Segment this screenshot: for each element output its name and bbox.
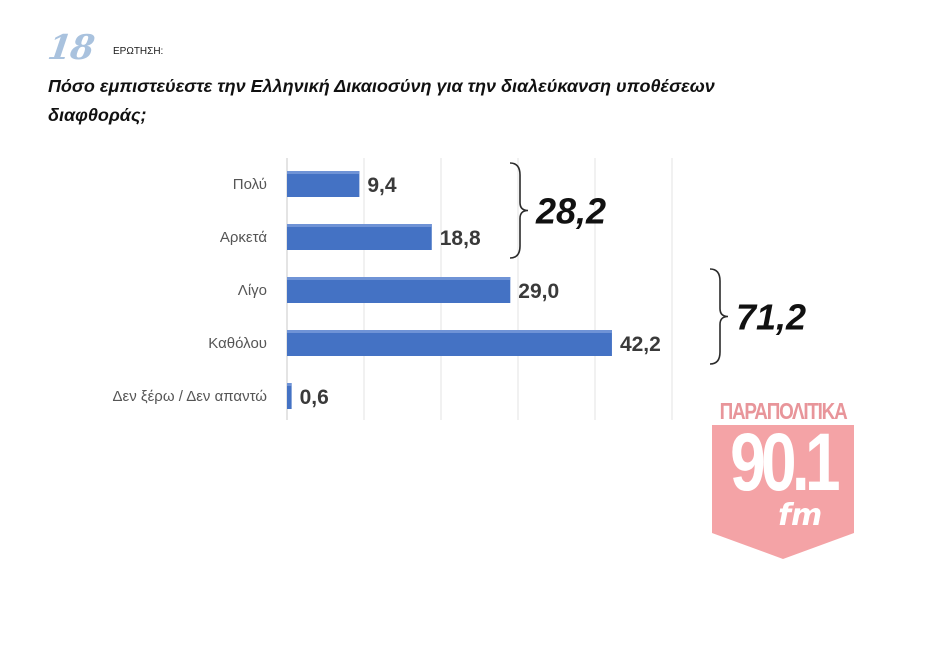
category-label: Δεν ξέρω / Δεν απαντώ	[113, 388, 268, 405]
logo-brand-text: ΠΑΡΑΠΟΛΙΤΙΚΑ	[719, 398, 848, 424]
value-label: 18,8	[440, 227, 481, 250]
logo-badge-point	[712, 533, 854, 559]
bar-highlight	[287, 171, 360, 174]
category-label: Λίγο	[238, 282, 267, 299]
bar-highlight	[287, 383, 292, 386]
bar-highlight	[287, 224, 432, 227]
value-label: 29,0	[518, 280, 559, 303]
category-label: Πολύ	[233, 176, 267, 193]
bar	[287, 383, 292, 409]
bar	[287, 224, 432, 250]
value-label: 9,4	[367, 174, 397, 197]
value-label: 0,6	[300, 386, 329, 409]
question-label: ΕΡΩΤΗΣΗ:	[113, 46, 164, 57]
bar	[287, 277, 511, 303]
parapolitika-logo: ΠΑΡΑΠΟΛΙΤΙΚΑ 90.1 fm	[708, 398, 858, 563]
bar	[287, 171, 360, 197]
logo-badge	[712, 425, 854, 533]
group-brace	[509, 162, 529, 259]
question-text: Πόσο εμπιστεύεστε την Ελληνική Δικαιοσύν…	[48, 76, 715, 125]
bar-highlight	[287, 330, 612, 333]
group-brace	[709, 268, 729, 365]
logo-frequency: 90.1	[730, 417, 840, 508]
group-total-label: 28,2	[535, 191, 606, 232]
bar-highlight	[287, 277, 511, 280]
group-total-label: 71,2	[736, 297, 806, 338]
category-label: Καθόλου	[208, 335, 267, 352]
logo-band: fm	[778, 498, 823, 533]
category-label: Αρκετά	[220, 229, 267, 246]
value-label: 42,2	[620, 333, 661, 356]
bar	[287, 330, 612, 356]
